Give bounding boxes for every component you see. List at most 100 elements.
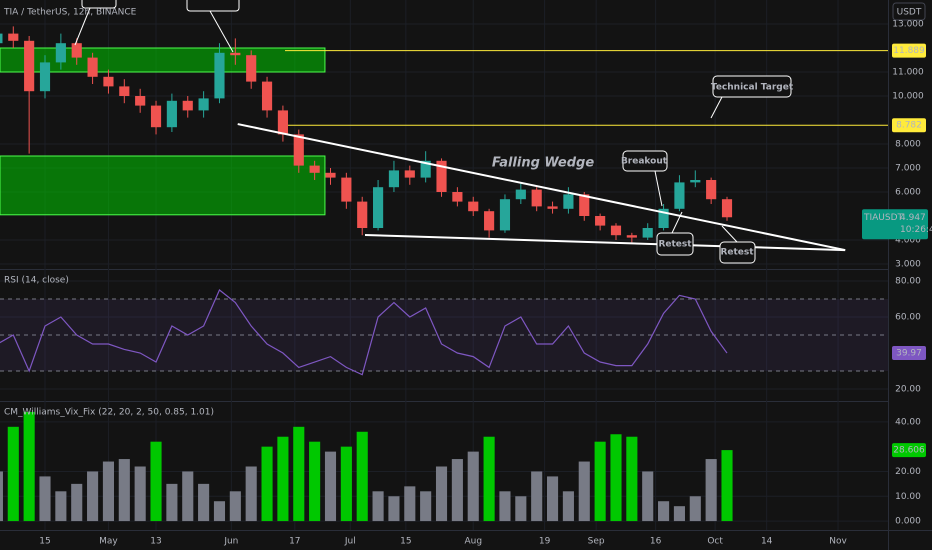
candle-body (436, 160, 447, 192)
annotation-box (622, 150, 668, 172)
candle-body (420, 160, 431, 178)
annotation-box (719, 241, 756, 264)
vix-bar (134, 466, 146, 522)
x-tick-label: 17 (289, 537, 300, 547)
value-label: 39.97 (896, 349, 922, 359)
vix-bar (356, 431, 368, 522)
annotation: Retest (720, 248, 754, 258)
y-tick-label: 3.000 (895, 260, 921, 270)
price-badge (892, 118, 926, 133)
candle-body (293, 134, 304, 166)
annotation: Breakout (621, 157, 668, 167)
vix-bar (467, 451, 479, 522)
vix-bar (451, 459, 463, 522)
candle-body (690, 180, 701, 183)
candle-body (595, 216, 606, 226)
x-tick-label: 15 (400, 537, 411, 547)
vix-bar (102, 461, 114, 522)
candle-body (499, 199, 511, 231)
vix-bar (182, 471, 194, 522)
vix-bar (610, 434, 622, 522)
vix-bar (689, 496, 701, 522)
vix-bar (324, 451, 337, 522)
candle-body (214, 52, 225, 99)
y-tick-label: 10.00 (895, 492, 921, 502)
annotation: Retest (658, 240, 692, 250)
annotation-box (712, 75, 792, 98)
candle-body (71, 43, 82, 58)
vix-bar (150, 441, 162, 522)
candle-body (261, 81, 273, 111)
annotation: Technical Target (711, 83, 794, 93)
rsi-line (0, 289, 728, 376)
vix-bar (245, 466, 257, 522)
vix-bar (546, 476, 559, 522)
x-tick-label: 19 (539, 537, 551, 547)
value-badge (892, 346, 926, 361)
vix-bar (213, 501, 226, 522)
candle-body (658, 208, 669, 228)
candle-body (706, 180, 717, 200)
vix-bar (71, 483, 83, 522)
y-tick-label: 6.000 (895, 188, 921, 198)
candle-body (87, 57, 98, 77)
value-badge (892, 443, 926, 458)
vix-bar (309, 441, 321, 522)
candle-body (24, 40, 35, 92)
candle-body (277, 110, 288, 135)
candle-body (721, 199, 733, 218)
x-tick-label: Jul (344, 537, 356, 547)
x-tick-label: Sep (588, 537, 605, 547)
y-tick-label: 80.00 (895, 276, 921, 286)
candle-body (0, 33, 3, 44)
candle-body (182, 100, 193, 111)
annotation-pointer (721, 225, 738, 243)
annotation: Falling Wedge (492, 156, 595, 171)
vix-bar (340, 446, 352, 522)
y-tick-label: 20.00 (895, 467, 921, 477)
candle-body (119, 86, 130, 96)
candle-body (39, 62, 51, 92)
vix-bar (420, 491, 432, 522)
vix-bar (229, 491, 241, 522)
value-label: 28.606 (893, 446, 925, 456)
y-tick-label: 0.000 (895, 517, 921, 527)
candle-body (357, 201, 368, 228)
candle-body (341, 177, 352, 202)
y-tick-label: 11.000 (892, 68, 924, 78)
vix-bar (642, 471, 654, 522)
x-tick-label: 16 (650, 537, 662, 547)
candle-body (610, 225, 622, 236)
candle-body (309, 165, 320, 173)
zone (0, 47, 326, 73)
annotation-box (656, 232, 694, 256)
vix-bar (658, 501, 670, 522)
candle-body (388, 170, 400, 188)
candle-body (404, 170, 415, 178)
zone (0, 155, 326, 216)
candle-body (579, 194, 590, 216)
vix-bar (483, 436, 495, 522)
candle-body (135, 96, 146, 106)
x-tick-label: 13 (150, 537, 161, 547)
candle-body (55, 43, 66, 63)
candle-body (373, 187, 384, 228)
currency-button[interactable] (892, 2, 926, 21)
vix-bar (721, 450, 733, 522)
vix-bar (55, 491, 67, 522)
candle-body (515, 189, 526, 200)
vix-bar (293, 426, 305, 522)
vix-bar (198, 483, 210, 522)
candle-body (547, 206, 558, 209)
last-price-label: 4.947 (900, 213, 926, 223)
candle-body (452, 192, 463, 202)
currency-label[interactable]: USDT (897, 8, 922, 18)
vix-bar (372, 491, 384, 522)
vix-bar (578, 461, 590, 522)
vix-bar (261, 446, 273, 522)
vix-bar (531, 471, 543, 522)
y-tick-label: 10.000 (892, 92, 924, 102)
y-tick-label: 7.000 (895, 164, 921, 174)
vix-bar (404, 486, 416, 522)
y-tick-label: 8.000 (895, 140, 921, 150)
